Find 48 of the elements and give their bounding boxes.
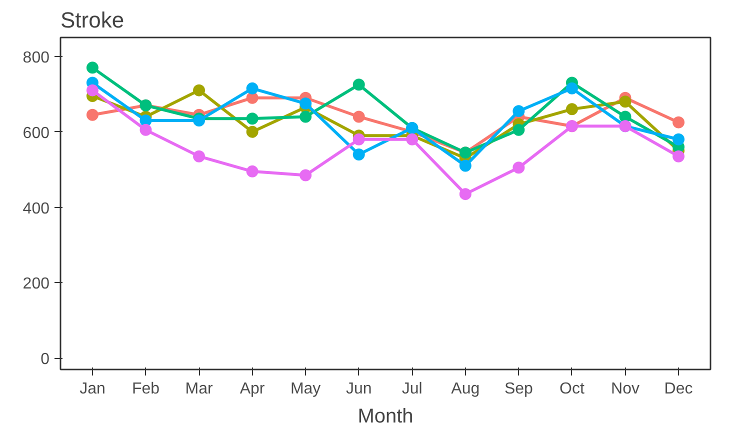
y-tick-label: 800 [22, 49, 50, 66]
point [193, 150, 206, 162]
x-tick-label: Jun [346, 380, 372, 398]
point [566, 103, 578, 116]
y-tick-label: 400 [22, 200, 50, 218]
y-tick-label: 0 [40, 351, 50, 368]
x-tick-label: Apr [240, 380, 266, 398]
chart-title: Stroke [60, 8, 124, 32]
y-tick-label: 200 [22, 276, 50, 293]
point [672, 116, 685, 128]
point [459, 188, 472, 200]
point [246, 82, 258, 94]
x-tick-label: Nov [611, 380, 640, 398]
point [300, 169, 312, 182]
point [86, 108, 98, 121]
x-tick-label: Mar [185, 380, 214, 398]
point [352, 110, 365, 123]
x-axis-title: Month [358, 406, 414, 428]
y-tick-label: 600 [22, 124, 50, 142]
point [459, 160, 472, 172]
x-tick-label: Jul [402, 380, 422, 398]
x-tick-label: May [290, 380, 321, 398]
point [300, 110, 312, 123]
x-tick-label: Dec [664, 380, 693, 398]
point [140, 124, 152, 136]
point [86, 84, 98, 96]
point [246, 112, 258, 125]
point [246, 165, 258, 178]
point [672, 150, 685, 162]
point [352, 148, 365, 160]
point [512, 105, 525, 118]
point [352, 133, 365, 146]
point [672, 133, 685, 146]
point [300, 98, 312, 110]
point [352, 78, 365, 91]
point [619, 96, 632, 108]
x-tick-label: Sep [504, 380, 534, 398]
point [193, 84, 206, 96]
point [512, 124, 525, 136]
point [406, 133, 418, 146]
x-tick-label: Aug [451, 380, 480, 398]
x-tick-label: Jan [80, 380, 106, 398]
x-tick-label: Oct [560, 380, 585, 398]
point [86, 62, 98, 74]
point [246, 126, 258, 138]
point [512, 162, 525, 174]
x-tick-label: Feb [132, 380, 160, 398]
point [566, 82, 578, 94]
